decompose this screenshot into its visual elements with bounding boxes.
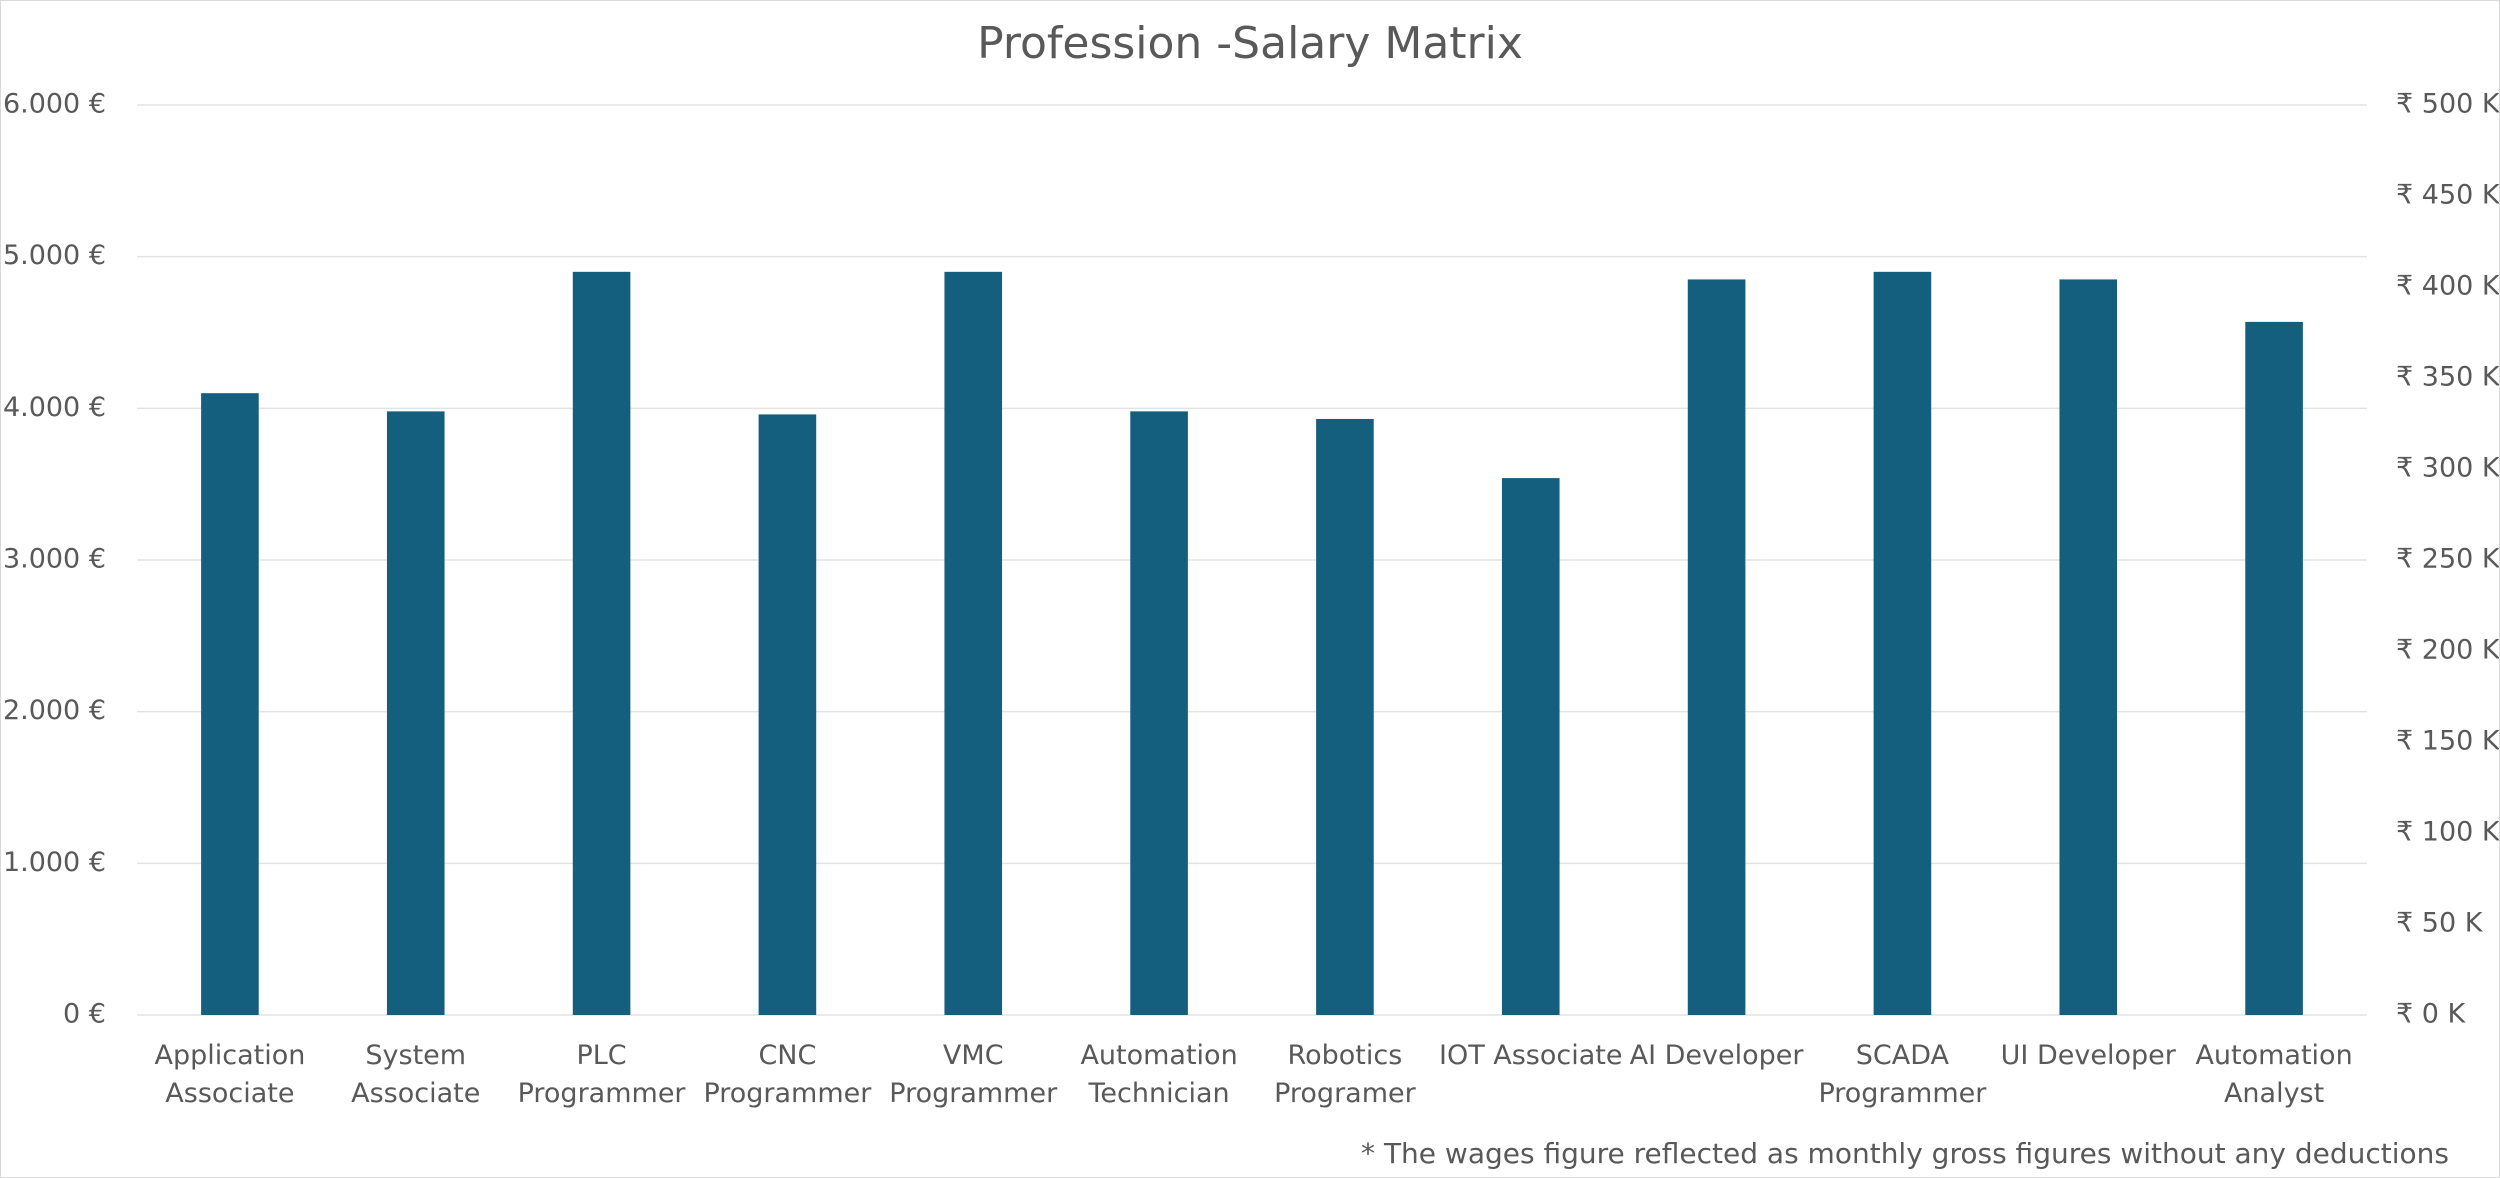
y-tick-label: 4.000 € <box>3 392 106 423</box>
x-tick-label: Robotics Programer <box>1274 1040 1416 1109</box>
x-tick-label: CNC Programmer <box>703 1040 872 1109</box>
bar <box>758 414 817 1015</box>
bar <box>1687 279 1746 1016</box>
chart-title: Profession -Salary Matrix <box>977 18 1523 69</box>
y2-tick-label: ₹ 400 K <box>2396 271 2499 302</box>
bar <box>201 393 259 1016</box>
x-tick-label: System Associate <box>351 1040 481 1109</box>
y-tick-label: 0 € <box>63 999 106 1030</box>
bar <box>386 411 445 1015</box>
bar <box>1501 478 1560 1016</box>
bar <box>1873 271 1932 1015</box>
x-tick-label: IOT Associate <box>1438 1040 1623 1071</box>
y2-tick-label: ₹ 500 K <box>2396 89 2499 120</box>
y-tick-label: 1.000 € <box>3 847 106 878</box>
x-tick-label: VMC Programmer <box>889 1040 1058 1109</box>
y2-tick-label: ₹ 200 K <box>2396 635 2499 666</box>
bar <box>944 271 1003 1015</box>
bar <box>572 271 631 1015</box>
footnote: * The wages figure reflected as monthly … <box>1361 1137 2449 1170</box>
bar <box>1130 411 1188 1015</box>
x-tick-label: SCADA Programmer <box>1818 1040 1987 1109</box>
y2-tick-label: ₹ 450 K <box>2396 180 2499 211</box>
bar <box>2059 279 2118 1016</box>
y2-tick-label: ₹ 350 K <box>2396 362 2499 393</box>
bar <box>1316 418 1374 1015</box>
x-tick-label: PLC Programmer <box>517 1040 686 1109</box>
x-tick-label: AI Developer <box>1629 1040 1804 1071</box>
x-tick-label: Automation Technician <box>1080 1040 1238 1109</box>
x-tick-label: Application Associate <box>154 1040 306 1109</box>
y2-tick-label: ₹ 50 K <box>2396 908 2484 939</box>
x-tick-label: UI Developer <box>2000 1040 2176 1071</box>
y2-tick-label: ₹ 300 K <box>2396 453 2499 484</box>
bar <box>2245 321 2303 1016</box>
y-tick-label: 3.000 € <box>3 544 106 575</box>
x-tick-label: Automation Analyst <box>2195 1040 2353 1109</box>
y-tick-label: 2.000 € <box>3 695 106 726</box>
y-tick-label: 5.000 € <box>3 240 106 271</box>
y2-tick-label: ₹ 0 K <box>2396 999 2467 1030</box>
y2-tick-label: ₹ 100 K <box>2396 817 2499 848</box>
y2-tick-label: ₹ 250 K <box>2396 544 2499 575</box>
y2-tick-label: ₹ 150 K <box>2396 726 2499 757</box>
y-tick-label: 6.000 € <box>3 89 106 120</box>
